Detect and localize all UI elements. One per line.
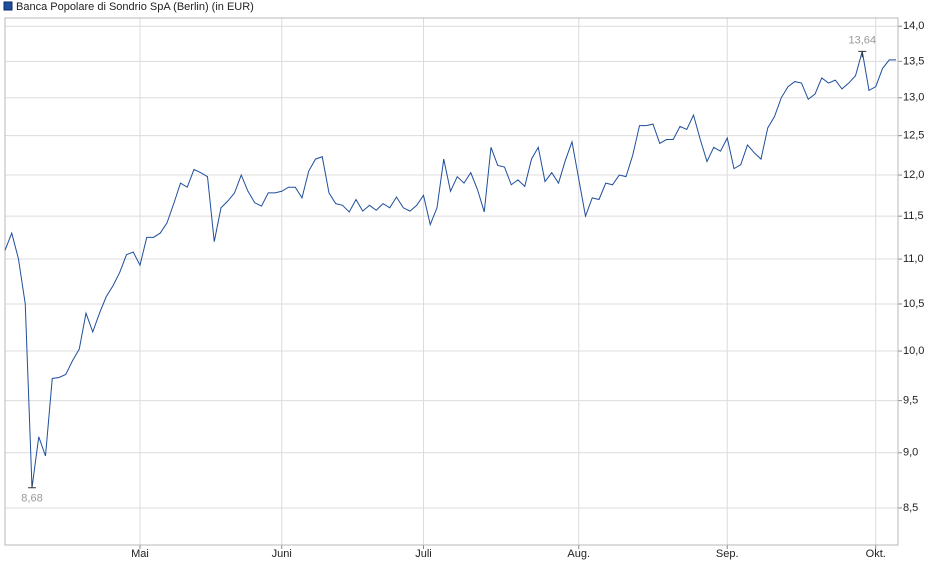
x-tick-label: Okt. (866, 548, 886, 560)
extreme-label: 13,64 (848, 34, 876, 46)
y-tick-label: 9,0 (903, 447, 918, 459)
x-tick-label: Juni (272, 548, 292, 560)
y-tick-label: 9,5 (903, 394, 918, 406)
y-tick-label: 12,5 (903, 130, 924, 142)
y-tick-label: 13,0 (903, 92, 924, 104)
y-tick-label: 11,0 (903, 253, 924, 265)
extreme-marker (858, 50, 867, 58)
y-tick-label: 10,5 (903, 298, 924, 310)
y-tick-label: 13,5 (903, 55, 924, 67)
price-line (4, 51, 896, 488)
y-tick-label: 10,0 (903, 345, 924, 357)
x-tick-label: Juli (415, 548, 432, 560)
x-tick-label: Mai (131, 548, 149, 560)
y-tick-label: 11,5 (903, 210, 924, 222)
y-tick-label: 12,0 (903, 169, 924, 181)
x-tick-label: Sep. (716, 548, 739, 560)
extreme-label: 8,68 (21, 493, 42, 505)
x-tick-label: Aug. (567, 548, 590, 560)
extreme-marker (28, 481, 36, 489)
plot-frame (4, 17, 899, 546)
legend-label: Banca Popolare di Sondrio SpA (Berlin) (… (16, 1, 254, 13)
y-tick-label: 14,0 (903, 20, 924, 32)
legend-swatch (3, 1, 13, 11)
y-tick-label: 8,5 (903, 502, 918, 514)
